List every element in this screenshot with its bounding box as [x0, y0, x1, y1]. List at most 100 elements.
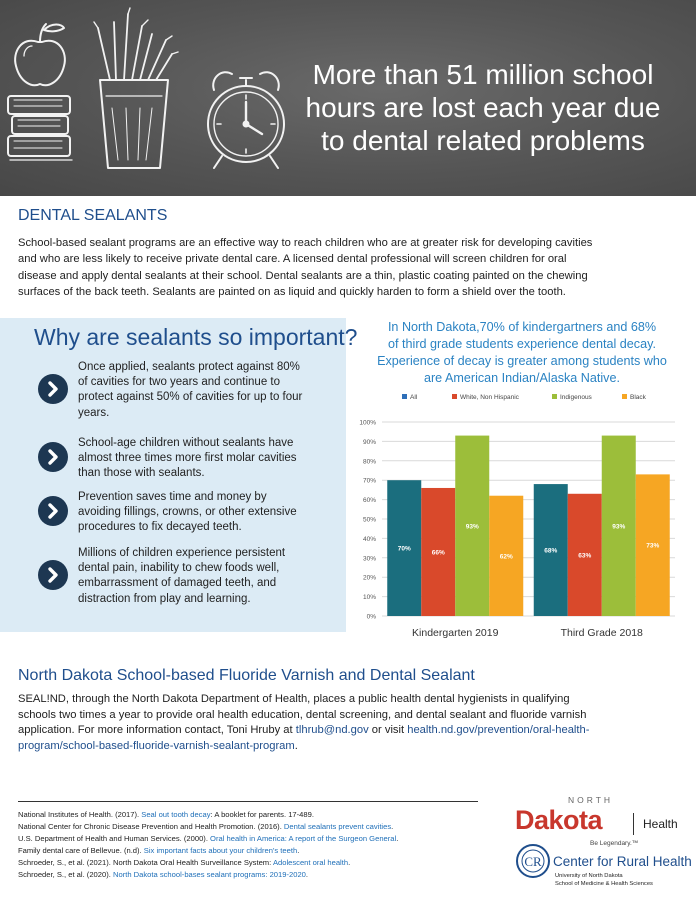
- logo-divider: [633, 813, 634, 835]
- chevron-right-icon: [38, 496, 68, 526]
- apple-icon: [14, 23, 66, 87]
- legend-swatch: [402, 394, 407, 399]
- hero-title-line: More than 51 million school: [312, 59, 654, 90]
- chevron-right-icon: [38, 442, 68, 472]
- chart-caption-line: are American Indian/Alaska Native.: [423, 371, 620, 385]
- reference-text: Schroeder, S., et al. (2020).: [18, 870, 113, 879]
- hero-title: More than 51 million school hours are lo…: [288, 58, 678, 157]
- reference-text: .: [305, 870, 309, 879]
- y-tick-label: 70%: [363, 478, 376, 485]
- y-tick-label: 90%: [363, 439, 376, 446]
- why-item-line: procedures to fix decayed teeth.: [78, 521, 242, 534]
- reference-link[interactable]: Oral health in America: A report of the …: [210, 834, 397, 843]
- reference-link[interactable]: Dental sealants prevent cavities: [283, 822, 392, 831]
- why-item-line: almost three times more first molar cavi…: [78, 452, 297, 465]
- paragraph-text: .: [294, 739, 298, 752]
- bar: [567, 493, 602, 616]
- references-list: National Institutes of Health. (2017). S…: [18, 809, 498, 881]
- bar-value-label: 93%: [612, 523, 625, 530]
- dental-sealants-paragraph: School-based sealant programs are an eff…: [18, 235, 682, 300]
- nd-logo-north: NORTH: [568, 795, 614, 805]
- dental-decay-bar-chart: 0% 10% 20% 30% 40% 50% 60% 70% 80% 90% 100% All Whit…: [359, 394, 675, 639]
- chart-caption-line: of third grade students experience denta…: [388, 337, 656, 351]
- paragraph-text: application. For more information contac…: [18, 724, 296, 737]
- center-for-rural-health-title: Center for Rural Health: [553, 854, 692, 869]
- reference-link[interactable]: Adolescent oral health: [272, 858, 349, 867]
- hero-banner: More than 51 million school hours are lo…: [0, 0, 696, 196]
- nd-health-label: Health: [643, 817, 678, 831]
- references-divider: [18, 801, 478, 802]
- bar-value-label: 63%: [578, 552, 591, 559]
- why-item-line: Millions of children experience persiste…: [78, 547, 286, 559]
- fluoride-program-heading: North Dakota School-based Fluoride Varni…: [18, 667, 475, 684]
- legend-label: All: [410, 394, 418, 401]
- x-category-label: Third Grade 2018: [561, 627, 643, 639]
- fluoride-program-paragraph: SEAL!ND, through the North Dakota Depart…: [18, 692, 682, 754]
- dental-sealants-heading: DENTAL SEALANTS: [18, 207, 168, 224]
- chart-caption-line: In North Dakota,70% of kindergartners an…: [387, 320, 657, 334]
- contact-email-link[interactable]: tlhrub@nd.gov: [295, 724, 369, 737]
- bar-value-label: 73%: [646, 543, 659, 550]
- hero-title-line: to dental related problems: [321, 125, 645, 156]
- y-tick-label: 20%: [363, 575, 376, 582]
- bar-value-label: 93%: [466, 523, 479, 530]
- y-tick-label: 30%: [363, 555, 376, 562]
- chevron-right-icon: [38, 560, 68, 590]
- bar-value-label: 68%: [544, 548, 557, 555]
- legend-swatch: [452, 394, 457, 399]
- bar: [635, 474, 670, 616]
- reference-text: Family dental care of Bellevue. (n.d).: [18, 846, 144, 855]
- program-url-link[interactable]: program/school-based-fluoride-varnish-se…: [18, 739, 295, 752]
- bar: [421, 487, 456, 616]
- paragraph-line: SEAL!ND, through the North Dakota Depart…: [18, 693, 570, 705]
- center-for-rural-health-seal-icon: CR: [516, 844, 550, 878]
- paragraph-line: surfaces of the back teeth. Sealants are…: [18, 285, 566, 298]
- legend-swatch: [622, 394, 627, 399]
- reference-item: U.S. Department of Health and Human Serv…: [18, 833, 498, 845]
- school-chalk-illustration: [7, 7, 285, 169]
- x-category-label: Kindergarten 2019: [412, 627, 499, 639]
- y-tick-label: 100%: [359, 420, 376, 427]
- reference-item: Family dental care of Bellevue. (n.d). S…: [18, 845, 498, 857]
- y-tick-label: 10%: [363, 594, 376, 601]
- legend-label: Black: [630, 394, 647, 401]
- reference-text: : A booklet for parents. 17-489.: [210, 810, 314, 819]
- nd-tagline: Be Legendary.™: [590, 840, 639, 847]
- why-item-line: than those with sealants.: [78, 467, 205, 480]
- why-item-line: avoiding fillings, crowns, or other exte…: [78, 506, 297, 519]
- books-icon: [7, 95, 73, 161]
- chart-caption-line: Experience of decay is greater among stu…: [377, 354, 667, 368]
- bar: [387, 480, 422, 616]
- bar: [455, 435, 490, 616]
- y-tick-label: 80%: [363, 458, 376, 465]
- paragraph-text: or visit: [368, 724, 408, 737]
- reference-text: National Center for Chronic Disease Prev…: [18, 822, 284, 831]
- reference-text: National Institutes of Health. (2017).: [18, 810, 142, 819]
- crh-subtitle: University of North Dakota: [555, 873, 623, 879]
- why-sealants-heading: Why are sealants so important?: [34, 324, 358, 350]
- north-dakota-logo: Dakota: [515, 805, 603, 835]
- bar: [533, 484, 568, 616]
- reference-text: .: [396, 834, 399, 843]
- reference-link[interactable]: Seal out tooth decay: [141, 810, 211, 819]
- paragraph-line: schools two times a year to provide oral…: [18, 708, 587, 721]
- why-item-line: of cavities for two years and continue t…: [78, 376, 280, 389]
- reference-link[interactable]: Six important facts about your children'…: [143, 846, 298, 855]
- bar: [489, 495, 524, 616]
- why-item-line: Once applied, sealants protect against 8…: [78, 361, 300, 373]
- reference-link[interactable]: North Dakota school-bases sealant progra…: [112, 870, 306, 879]
- program-url-link[interactable]: health.nd.gov/prevention/oral-health-: [407, 724, 590, 737]
- why-item-line: years.: [78, 406, 110, 419]
- why-item-line: embarrassment of damaged teeth, and: [78, 577, 277, 590]
- chart-caption: In North Dakota,70% of kindergartners an…: [354, 319, 690, 387]
- reference-item: Schroeder, S., et al. (2020). North Dako…: [18, 869, 498, 881]
- alarm-clock-icon: [207, 71, 285, 169]
- paragraph-line: School-based sealant programs are an eff…: [18, 237, 593, 249]
- why-item-line: distraction from play and learning.: [78, 592, 251, 605]
- legend-label: Indigenous: [560, 394, 593, 401]
- y-tick-label: 0%: [367, 614, 377, 621]
- reference-text: Schroeder, S., et al. (2021). North Dako…: [18, 858, 273, 867]
- why-item-line: dental pain, inability to chew foods wel…: [78, 562, 280, 575]
- reference-text: .: [297, 846, 300, 855]
- y-tick-label: 50%: [363, 517, 376, 524]
